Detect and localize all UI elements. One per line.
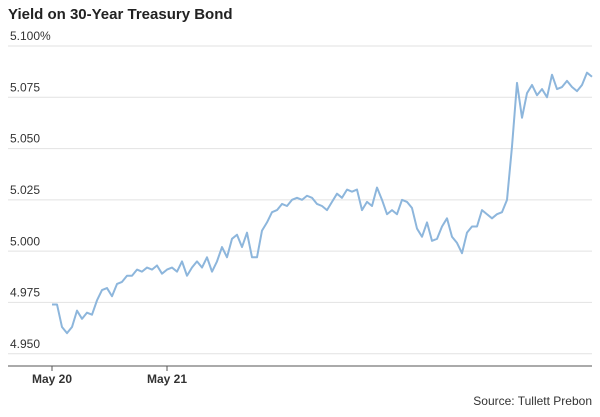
y-tick-label: 5.075 (10, 80, 40, 94)
chart-title: Yield on 30-Year Treasury Bond (8, 6, 233, 23)
y-tick-label: 5.050 (10, 132, 40, 146)
y-tick-label: 4.950 (10, 337, 40, 351)
data-line (52, 71, 593, 335)
source-note: Source: Tullett Prebon (473, 394, 592, 408)
x-tick-label: May 21 (147, 372, 187, 386)
y-tick-label: 4.975 (10, 286, 40, 300)
y-tick-label: 5.000 (10, 234, 40, 248)
y-tick-label: 5.100% (10, 29, 51, 43)
y-tick-label: 5.025 (10, 183, 40, 197)
x-tick-label: May 20 (32, 372, 72, 386)
